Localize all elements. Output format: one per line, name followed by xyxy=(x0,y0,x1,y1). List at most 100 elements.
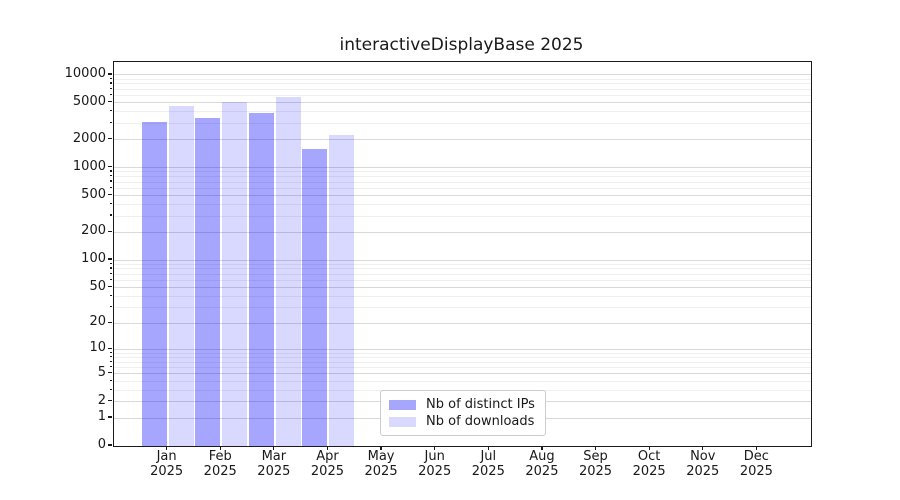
x-tick-label: Mar 2025 xyxy=(257,449,291,479)
x-tick-mark xyxy=(755,446,757,450)
y-gridline-major xyxy=(114,322,811,324)
x-tick-mark xyxy=(380,446,382,450)
y-gridline-minor xyxy=(114,187,811,189)
y-tick-mark-minor xyxy=(109,202,112,205)
x-tick-mark xyxy=(702,446,704,450)
y-tick-mark-minor xyxy=(109,180,112,182)
y-tick-mark xyxy=(108,258,112,260)
legend-swatch-downloads xyxy=(389,416,416,427)
y-tick-mark-minor xyxy=(109,110,112,112)
y-tick-label: 10000 xyxy=(64,65,106,81)
legend-label-downloads: Nb of downloads xyxy=(426,414,535,429)
x-tick-mark xyxy=(648,446,650,450)
bar-distinct-ips xyxy=(141,122,167,446)
y-gridline-major xyxy=(114,287,811,289)
y-tick-label: 2000 xyxy=(72,130,106,146)
y-tick-mark-minor xyxy=(109,355,112,358)
y-tick-mark-minor xyxy=(109,87,112,89)
x-tick-label: May 2025 xyxy=(364,449,398,479)
y-tick-mark-minor xyxy=(109,77,112,79)
legend-item-distinct-ips: Nb of distinct IPs xyxy=(389,396,537,413)
y-gridline-major xyxy=(114,195,811,197)
y-gridline-minor xyxy=(114,95,811,97)
x-tick-mark xyxy=(594,446,597,450)
y-gridline-major xyxy=(114,167,811,169)
x-tick-label: Feb 2025 xyxy=(203,449,237,479)
legend-item-downloads: Nb of downloads xyxy=(389,413,537,430)
bar-downloads xyxy=(275,96,301,446)
y-tick-mark-minor xyxy=(109,214,112,216)
x-tick-label: Jun 2025 xyxy=(418,449,452,479)
y-gridline-major xyxy=(114,348,811,350)
y-tick-label: 0 xyxy=(97,437,106,452)
y-tick-mark-minor xyxy=(109,186,112,188)
bar-downloads xyxy=(168,106,194,446)
y-gridline-minor xyxy=(114,176,811,178)
y-tick-mark xyxy=(108,73,112,75)
y-gridline-minor xyxy=(114,307,811,309)
y-tick-label: 50 xyxy=(89,278,106,294)
x-tick-label: Dec 2025 xyxy=(739,449,773,479)
y-tick-mark-minor xyxy=(109,93,112,96)
y-tick-mark-minor xyxy=(109,351,112,353)
y-gridline-minor xyxy=(114,273,811,275)
y-tick-mark xyxy=(108,101,112,103)
y-gridline-minor xyxy=(114,111,811,113)
plot-area: Nb of distinct IPs Nb of downloads xyxy=(113,61,812,447)
y-tick-mark-minor xyxy=(109,379,112,381)
y-tick-mark xyxy=(108,286,112,288)
x-tick-mark xyxy=(487,446,489,450)
y-tick-mark-minor xyxy=(109,262,112,264)
y-tick-mark-minor xyxy=(109,366,112,368)
bar-distinct-ips xyxy=(302,149,328,446)
y-gridline-major xyxy=(114,74,811,76)
y-tick-label: 5 xyxy=(97,364,106,380)
x-tick-label: Nov 2025 xyxy=(686,449,720,479)
x-tick-mark xyxy=(434,446,436,450)
y-tick-mark xyxy=(108,347,112,349)
y-gridline-minor xyxy=(114,380,811,382)
chart-title: interactiveDisplayBase 2025 xyxy=(339,35,584,55)
y-tick-label: 10 xyxy=(89,340,106,356)
y-tick-mark-minor xyxy=(109,388,112,390)
y-gridline-minor xyxy=(114,352,811,354)
y-tick-mark xyxy=(108,400,112,402)
y-gridline-minor xyxy=(114,279,811,281)
y-tick-mark-minor xyxy=(109,306,112,308)
y-tick-label: 2 xyxy=(97,392,106,408)
bar-distinct-ips xyxy=(195,117,221,446)
y-gridline-minor xyxy=(114,88,811,90)
y-tick-mark xyxy=(108,444,112,446)
x-tick-label: Jan 2025 xyxy=(150,449,184,479)
y-gridline-minor xyxy=(114,181,811,183)
y-gridline-minor xyxy=(114,356,811,358)
y-gridline-minor xyxy=(114,204,811,206)
y-tick-mark-minor xyxy=(109,170,112,172)
y-gridline-major xyxy=(114,373,811,375)
y-tick-mark xyxy=(108,166,112,168)
y-tick-mark xyxy=(108,193,112,196)
x-tick-mark xyxy=(541,446,543,450)
y-gridline-minor xyxy=(114,83,811,85)
y-gridline-minor xyxy=(114,361,811,363)
y-tick-mark-minor xyxy=(109,267,112,269)
y-tick-label: 1000 xyxy=(72,158,106,174)
x-tick-mark xyxy=(326,446,329,450)
x-tick-label: Jul 2025 xyxy=(471,449,505,479)
y-tick-label: 1 xyxy=(97,409,106,425)
y-tick-mark-minor xyxy=(109,294,112,296)
y-tick-mark xyxy=(108,138,112,140)
y-gridline-minor xyxy=(114,122,811,124)
y-tick-mark xyxy=(108,372,112,374)
y-gridline-major xyxy=(114,139,811,141)
x-tick-label: Oct 2025 xyxy=(632,449,666,479)
y-gridline-minor xyxy=(114,215,811,217)
y-gridline-minor xyxy=(114,268,811,270)
y-tick-mark-minor xyxy=(109,121,112,124)
y-gridline-minor xyxy=(114,295,811,297)
y-gridline-minor xyxy=(114,78,811,80)
bar-downloads xyxy=(329,135,355,446)
y-tick-label: 100 xyxy=(81,251,106,267)
legend: Nb of distinct IPs Nb of downloads xyxy=(380,390,546,436)
x-tick-mark xyxy=(166,446,168,450)
